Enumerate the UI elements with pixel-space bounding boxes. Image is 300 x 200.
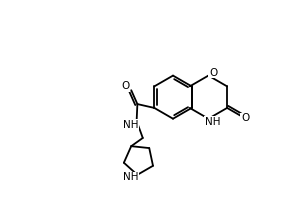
Text: O: O xyxy=(122,81,130,91)
Text: O: O xyxy=(241,113,249,123)
Text: NH: NH xyxy=(124,120,139,130)
Text: O: O xyxy=(209,68,217,78)
Text: NH: NH xyxy=(123,172,139,182)
Text: NH: NH xyxy=(205,117,220,127)
